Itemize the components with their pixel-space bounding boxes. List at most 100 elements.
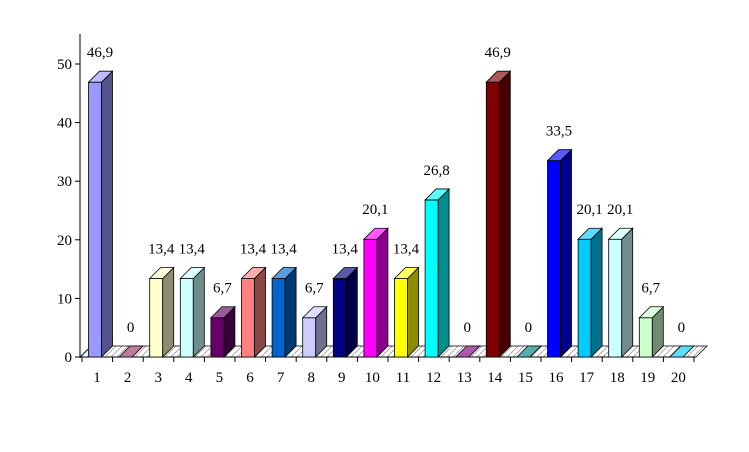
bar-front-11 [394, 278, 408, 358]
bar-front-12 [424, 199, 439, 358]
bar-front-1 [88, 81, 102, 358]
bar-6 [240, 266, 267, 358]
data-label-1: 46,9 [87, 45, 113, 61]
bar-front-16 [547, 160, 561, 358]
y-tick-label: 20 [57, 233, 72, 249]
y-tick-label: 40 [57, 116, 72, 132]
bar-side-12 [437, 187, 450, 358]
bar-10 [362, 227, 389, 358]
data-label-2: 0 [127, 320, 135, 336]
bar-top-4 [179, 267, 206, 279]
bar-12 [424, 187, 451, 358]
y-tick-label: 30 [57, 174, 72, 190]
bar-side-18 [621, 227, 634, 358]
bar-top-14 [485, 70, 512, 83]
bar-18 [607, 227, 634, 358]
bar-top-3 [148, 267, 175, 279]
bar-top-2 [118, 345, 145, 358]
data-label-17: 20,1 [576, 202, 602, 218]
bar-19 [638, 305, 665, 358]
bar-side-11 [407, 266, 419, 358]
bar-top-18 [607, 227, 634, 240]
bar-top-5 [209, 306, 236, 319]
bar-3 [148, 266, 175, 358]
x-tick-label-5: 5 [216, 370, 224, 386]
bar-2 [118, 345, 145, 358]
x-tick-label-14: 14 [487, 370, 503, 386]
bar-top-16 [546, 149, 573, 162]
data-label-7: 13,4 [270, 241, 297, 257]
x-tick-label-16: 16 [549, 370, 565, 386]
bar-top-15 [515, 345, 542, 358]
x-tick-label-3: 3 [154, 370, 162, 386]
x-tick-label-11: 11 [396, 370, 410, 386]
bar-front-19 [638, 317, 653, 358]
bar-13 [454, 345, 481, 358]
bar-front-18 [608, 238, 623, 358]
data-label-20: 0 [678, 320, 686, 336]
bar-front-7 [271, 278, 286, 358]
x-tick-label-10: 10 [365, 370, 380, 386]
bar-front-8 [302, 317, 317, 358]
data-label-10: 20,1 [362, 202, 388, 218]
bar-side-14 [498, 70, 511, 358]
bar-front-10 [363, 238, 378, 358]
bar-5 [209, 305, 236, 358]
bar-top-13 [454, 345, 481, 358]
x-tick-label-18: 18 [610, 370, 625, 386]
data-label-9: 13,4 [332, 241, 359, 257]
x-tick-label-2: 2 [124, 370, 132, 386]
data-label-16: 33,5 [546, 124, 572, 140]
bar-side-4 [192, 266, 205, 358]
bar-side-9 [345, 266, 358, 358]
bar-front-3 [149, 278, 164, 358]
bar-4 [179, 266, 206, 358]
data-label-12: 26,8 [423, 163, 449, 179]
bar-11 [393, 266, 420, 358]
bar-top-12 [424, 188, 451, 201]
bar-side-16 [560, 148, 572, 358]
bar-front-5 [210, 317, 225, 358]
bar-8 [301, 305, 328, 358]
data-label-4: 13,4 [179, 241, 206, 257]
bar-front-4 [179, 278, 194, 358]
x-tick-label-19: 19 [640, 370, 655, 386]
data-label-14: 46,9 [485, 45, 511, 61]
bar-7 [271, 266, 298, 358]
bar-side-17 [590, 227, 603, 358]
bar-top-20 [668, 345, 695, 358]
bar-14 [485, 70, 512, 358]
bar-front-6 [241, 278, 255, 358]
bar-20 [668, 345, 695, 358]
bar-front-9 [332, 278, 347, 358]
bar-side-3 [162, 266, 175, 358]
bar-16 [546, 148, 573, 358]
data-label-18: 20,1 [607, 202, 633, 218]
bar-front-14 [485, 81, 500, 358]
x-tick-label-6: 6 [246, 370, 254, 386]
y-tick-label: 50 [57, 57, 72, 73]
bar-top-19 [638, 306, 665, 319]
bar-side-6 [254, 266, 266, 358]
bar-top-9 [332, 267, 359, 279]
y-tick-label: 10 [57, 291, 72, 307]
bar-top-7 [271, 267, 298, 279]
bar-side-7 [284, 266, 297, 358]
x-tick-label-7: 7 [277, 370, 285, 386]
bar-top-1 [87, 70, 114, 83]
data-label-19: 6,7 [641, 281, 660, 297]
bar-top-8 [301, 306, 328, 319]
data-label-13: 0 [463, 320, 471, 336]
x-tick-label-13: 13 [457, 370, 472, 386]
x-tick-label-8: 8 [307, 370, 315, 386]
x-tick-label-12: 12 [426, 370, 441, 386]
x-tick-label-20: 20 [671, 370, 686, 386]
x-tick-label-17: 17 [579, 370, 595, 386]
bar-17 [577, 227, 604, 358]
data-label-11: 13,4 [393, 241, 420, 257]
x-tick-label-15: 15 [518, 370, 533, 386]
bar-top-11 [393, 267, 420, 279]
bar-top-10 [362, 227, 389, 240]
data-label-8: 6,7 [305, 281, 324, 297]
